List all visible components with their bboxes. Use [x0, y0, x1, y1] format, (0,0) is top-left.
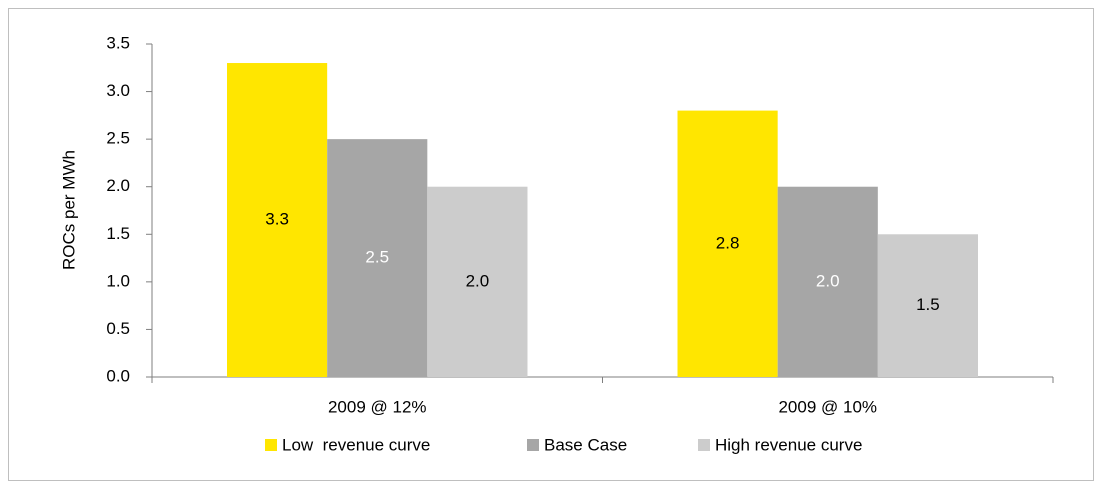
- y-tick-label: 1.0: [106, 271, 130, 290]
- legend-swatch: [527, 439, 539, 451]
- legend-swatch: [265, 439, 277, 451]
- y-tick-label: 2.0: [106, 176, 130, 195]
- value-label: 2.0: [466, 271, 490, 290]
- x-tick-label: 2009 @ 10%: [778, 397, 877, 416]
- legend-label: Base Case: [544, 435, 627, 454]
- value-label: 2.5: [365, 248, 389, 267]
- y-tick-label: 3.0: [106, 81, 130, 100]
- value-label: 1.5: [916, 295, 940, 314]
- y-tick-label: 2.5: [106, 129, 130, 148]
- chart-frame: [8, 8, 1094, 481]
- legend-swatch: [698, 439, 710, 451]
- value-label: 2.0: [816, 271, 840, 290]
- bar: [777, 186, 878, 377]
- value-label: 2.8: [716, 233, 740, 252]
- y-tick-label: 0.5: [106, 319, 130, 338]
- legend-label: High revenue curve: [715, 435, 862, 454]
- y-tick-label: 0.0: [106, 366, 130, 385]
- bar: [427, 186, 528, 377]
- x-tick-label: 2009 @ 12%: [328, 397, 427, 416]
- bar: [677, 110, 778, 377]
- y-axis-label: ROCs per MWh: [59, 150, 78, 270]
- legend-label: Low revenue curve: [282, 435, 430, 454]
- value-label: 3.3: [265, 209, 289, 228]
- bar: [227, 63, 328, 378]
- y-tick-label: 1.5: [106, 224, 130, 243]
- bar: [877, 234, 978, 377]
- bar: [327, 139, 428, 377]
- y-tick-label: 3.5: [106, 33, 130, 52]
